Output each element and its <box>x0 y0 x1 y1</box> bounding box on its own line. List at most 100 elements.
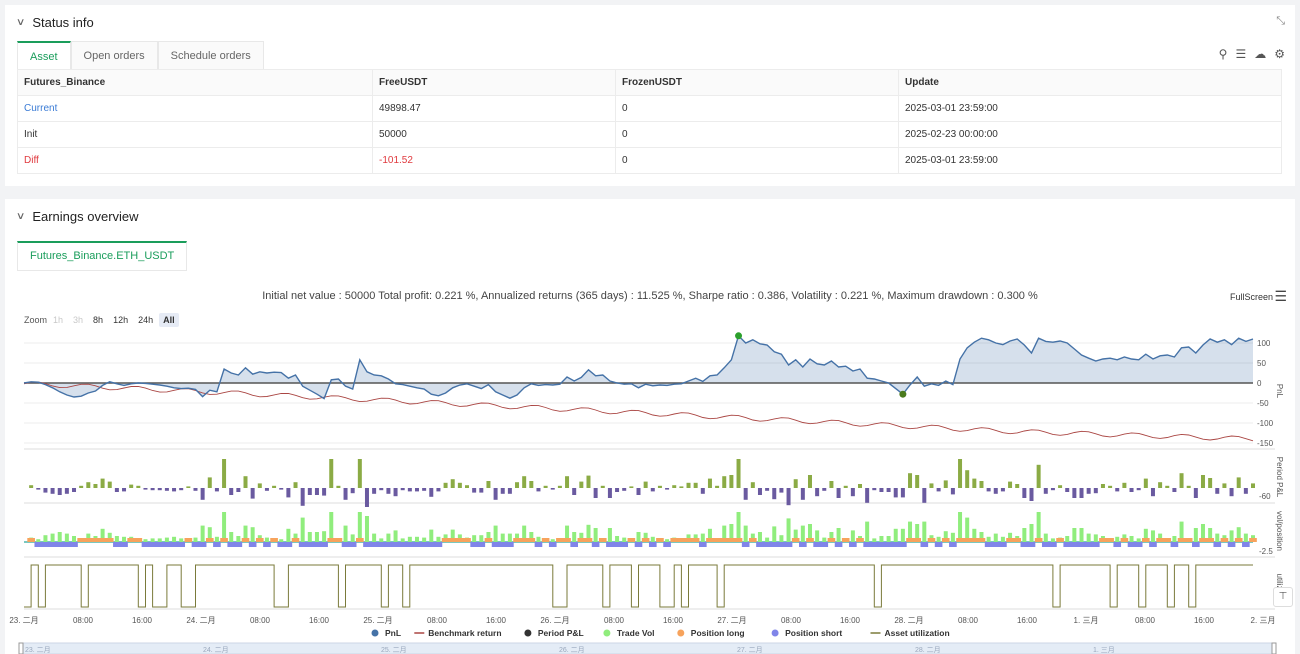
position-short-bar <box>570 542 579 547</box>
tab-open-orders[interactable]: Open orders <box>70 41 158 71</box>
period-pnl-bar <box>407 488 412 492</box>
zoom-24h-button[interactable]: 24h <box>138 315 154 325</box>
trade-vol-bar <box>100 528 105 542</box>
trade-vol-bar <box>329 512 334 542</box>
period-pnl-bar <box>200 488 205 500</box>
search-icon[interactable]: ⚲ <box>1218 47 1228 61</box>
period-pnl-bar <box>1251 483 1255 488</box>
chevron-down-icon[interactable]: ∨ <box>15 17 26 28</box>
zoom-1h-button[interactable]: 1h <box>53 315 64 325</box>
trade-vol-bar <box>700 533 705 542</box>
period-pnl-bar <box>743 488 748 500</box>
period-pnl-bar <box>1158 482 1163 488</box>
period-pnl-bar <box>779 488 784 493</box>
trade-vol-bar <box>1179 521 1184 542</box>
legend-label: Benchmark return <box>428 628 501 638</box>
period-pnl-bar <box>829 481 834 488</box>
legend-item[interactable]: PnL <box>371 628 402 638</box>
menu-icon[interactable]: ☰ <box>1274 288 1287 304</box>
period-pnl-bar <box>936 488 941 492</box>
legend-item[interactable]: Benchmark return <box>414 628 502 638</box>
position-short-bar <box>877 542 886 547</box>
legend-item[interactable]: Position long <box>677 628 745 638</box>
legend-item[interactable]: Position short <box>771 628 843 638</box>
legend-item[interactable]: Trade Vol <box>603 628 655 638</box>
x-tick-label: 16:00 <box>132 616 153 625</box>
position-short-bar <box>177 542 186 547</box>
legend-item[interactable]: Asset utilization <box>870 628 950 638</box>
period-pnl-bar <box>79 485 84 488</box>
zoom-all-button[interactable]: All <box>159 313 179 327</box>
trade-vol-bar <box>850 530 855 542</box>
scroll-to-top-button[interactable]: ⊤ <box>1273 587 1293 607</box>
tab-asset[interactable]: Asset <box>17 41 71 71</box>
x-tick-label: 16:00 <box>1017 616 1038 625</box>
position-short-bar <box>1242 542 1250 547</box>
tab-futures-binance-eth-usdt[interactable]: Futures_Binance.ETH_USDT <box>17 241 188 271</box>
table-row: Init 50000 0 2025-02-23 00:00:00 <box>17 121 1282 148</box>
trade-vol-bar <box>1043 533 1048 542</box>
position-short-bar <box>113 542 121 547</box>
position-long-bar <box>598 538 607 542</box>
pnl-line <box>23 334 1254 400</box>
position-short-bar <box>120 542 128 547</box>
table-row: Current 49898.47 0 2025-03-01 23:59:00 <box>17 95 1282 122</box>
period-pnl-bar <box>986 488 991 492</box>
period-pnl-bar <box>250 488 255 499</box>
period-pnl-bar <box>186 486 191 488</box>
earnings-header[interactable]: ∨ Earnings overview <box>15 209 139 224</box>
period-pnl-bar <box>807 475 812 488</box>
period-pnl-bar <box>207 477 212 488</box>
position-short-bar <box>234 542 243 547</box>
column-header: Futures_Binance <box>17 69 373 96</box>
position-short-bar <box>763 542 771 547</box>
earnings-chart[interactable]: 100 50 0 -50 -100 -150 PnL Period P&L vol/positi… <box>5 199 1295 654</box>
x-tick-label: 16:00 <box>663 616 684 625</box>
period-pnl-bar <box>436 488 441 492</box>
legend-marker <box>603 629 611 637</box>
y-tick-label: -60 <box>1259 492 1271 501</box>
position-short-bar <box>591 542 600 547</box>
list-icon[interactable]: ☰ <box>1235 47 1247 61</box>
expand-icon[interactable]: ⤡ <box>1276 15 1285 27</box>
period-pnl-bar <box>929 483 934 488</box>
position-long-bar <box>627 538 636 542</box>
trade-vol-bar <box>200 525 205 542</box>
trade-vol-bar <box>1086 533 1091 542</box>
position-short-bar <box>427 542 436 547</box>
zoom-3h-button[interactable]: 3h <box>73 315 84 325</box>
table-cell: 49898.47 <box>372 95 616 122</box>
period-pnl-bar <box>93 484 98 488</box>
status-info-header[interactable]: ∨ Status info <box>15 15 94 30</box>
cloud-download-icon[interactable]: ☁ <box>1254 47 1267 61</box>
zoom-12h-button[interactable]: 12h <box>113 315 129 325</box>
period-pnl-bar <box>622 488 627 491</box>
period-pnl-bar <box>893 488 898 498</box>
period-pnl-bar <box>150 488 155 491</box>
navigator-tick-label: 23. 二月 <box>25 646 51 654</box>
period-pnl-bar <box>800 488 805 500</box>
position-short-bar <box>1027 542 1036 547</box>
tab-schedule-orders[interactable]: Schedule orders <box>157 41 264 71</box>
period-pnl-bar <box>1143 478 1148 488</box>
chevron-down-icon[interactable]: ∨ <box>15 211 26 222</box>
legend-item[interactable]: Period P&L <box>524 628 584 638</box>
zoom-8h-button[interactable]: 8h <box>93 315 104 325</box>
trade-vol-bar <box>1079 528 1084 542</box>
period-pnl-bar <box>586 475 591 488</box>
gear-icon[interactable]: ⚙ <box>1274 47 1285 61</box>
trade-vol-bar <box>122 536 127 542</box>
position-long-bar <box>27 538 35 542</box>
trade-vol-bar <box>1008 532 1013 542</box>
row-label-current[interactable]: Current <box>17 95 373 122</box>
period-pnl-bar <box>1029 488 1034 501</box>
period-pnl-bar <box>1043 488 1048 494</box>
trade-vol-bar <box>1072 528 1077 542</box>
navigator-tick-label: 27. 二月 <box>737 646 763 654</box>
fullscreen-button[interactable]: FullScreen <box>1229 292 1273 302</box>
table-cell: 0 <box>615 121 899 148</box>
zoom-controls: Zoom 1h 3h 8h 12h 24h All <box>24 313 179 327</box>
position-short-bar <box>213 542 221 547</box>
period-pnl-bar <box>1050 488 1055 491</box>
period-pnl-bar <box>693 482 698 488</box>
